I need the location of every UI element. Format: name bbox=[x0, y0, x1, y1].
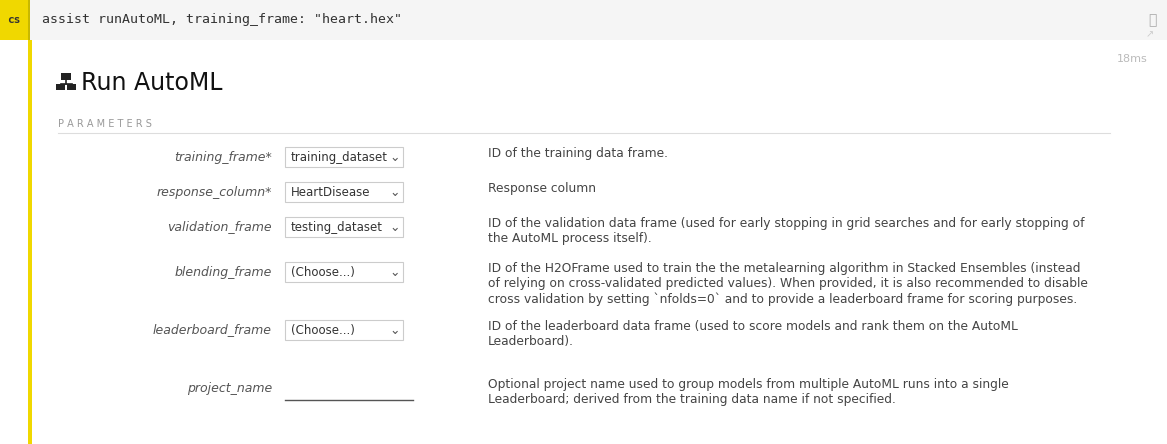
Text: ⌄: ⌄ bbox=[390, 324, 400, 337]
Text: ID of the leaderboard data frame (used to score models and rank them on the Auto: ID of the leaderboard data frame (used t… bbox=[488, 320, 1018, 333]
FancyBboxPatch shape bbox=[285, 147, 403, 167]
Text: ⌄: ⌄ bbox=[390, 186, 400, 198]
FancyBboxPatch shape bbox=[67, 84, 76, 90]
Text: P A R A M E T E R S: P A R A M E T E R S bbox=[58, 119, 152, 129]
Text: ↗: ↗ bbox=[1146, 29, 1154, 39]
Text: training_frame*: training_frame* bbox=[174, 151, 272, 163]
Text: Optional project name used to group models from multiple AutoML runs into a sing: Optional project name used to group mode… bbox=[488, 378, 1008, 391]
Text: (Choose...): (Choose...) bbox=[291, 324, 355, 337]
Text: (Choose...): (Choose...) bbox=[291, 266, 355, 278]
Text: HeartDisease: HeartDisease bbox=[291, 186, 370, 198]
Text: ID of the validation data frame (used for early stopping in grid searches and fo: ID of the validation data frame (used fo… bbox=[488, 217, 1084, 230]
FancyBboxPatch shape bbox=[285, 262, 403, 282]
Text: Leaderboard; derived from the training data name if not specified.: Leaderboard; derived from the training d… bbox=[488, 393, 896, 406]
Text: Run AutoML: Run AutoML bbox=[81, 71, 223, 95]
Text: ⌄: ⌄ bbox=[390, 151, 400, 163]
Text: the AutoML process itself).: the AutoML process itself). bbox=[488, 232, 651, 245]
FancyBboxPatch shape bbox=[285, 217, 403, 237]
Text: testing_dataset: testing_dataset bbox=[291, 221, 383, 234]
FancyBboxPatch shape bbox=[285, 320, 403, 340]
Text: response_column*: response_column* bbox=[156, 186, 272, 198]
Text: ID of the H2OFrame used to train the the metalearning algorithm in Stacked Ensem: ID of the H2OFrame used to train the the… bbox=[488, 262, 1081, 275]
Text: validation_frame: validation_frame bbox=[167, 221, 272, 234]
Text: cs: cs bbox=[7, 15, 21, 25]
Text: ⌄: ⌄ bbox=[390, 221, 400, 234]
Text: leaderboard_frame: leaderboard_frame bbox=[153, 324, 272, 337]
FancyBboxPatch shape bbox=[285, 182, 403, 202]
Text: Response column: Response column bbox=[488, 182, 596, 195]
Text: Leaderboard).: Leaderboard). bbox=[488, 335, 574, 348]
FancyBboxPatch shape bbox=[28, 40, 32, 444]
Text: cross validation by setting `nfolds=0` and to provide a leaderboard frame for sc: cross validation by setting `nfolds=0` a… bbox=[488, 292, 1077, 305]
Text: training_dataset: training_dataset bbox=[291, 151, 387, 163]
FancyBboxPatch shape bbox=[0, 0, 28, 40]
FancyBboxPatch shape bbox=[61, 73, 71, 80]
FancyBboxPatch shape bbox=[28, 0, 30, 40]
FancyBboxPatch shape bbox=[56, 84, 65, 90]
Text: 📎: 📎 bbox=[1148, 13, 1156, 27]
Text: assist runAutoML, training_frame: "heart.hex": assist runAutoML, training_frame: "heart… bbox=[42, 13, 401, 27]
Text: of relying on cross-validated predicted values). When provided, it is also recom: of relying on cross-validated predicted … bbox=[488, 277, 1088, 290]
Text: blending_frame: blending_frame bbox=[175, 266, 272, 278]
Text: ⌄: ⌄ bbox=[390, 266, 400, 278]
FancyBboxPatch shape bbox=[0, 0, 1167, 40]
Text: ID of the training data frame.: ID of the training data frame. bbox=[488, 147, 668, 160]
Text: 18ms: 18ms bbox=[1117, 54, 1148, 64]
Text: project_name: project_name bbox=[187, 381, 272, 395]
